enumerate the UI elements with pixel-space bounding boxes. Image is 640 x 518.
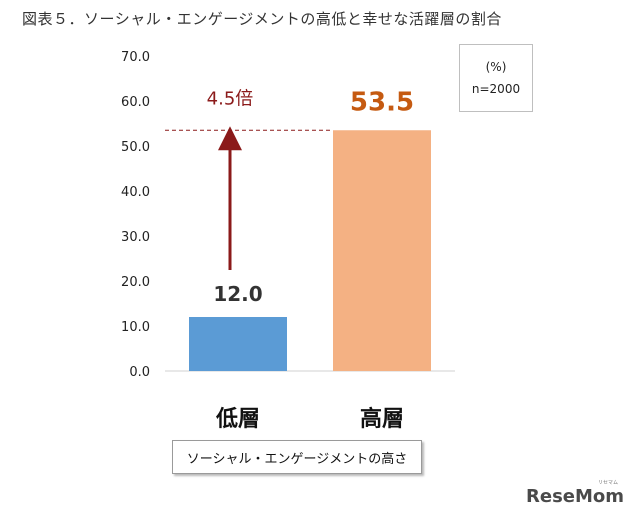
y-tick-label: 30.0 xyxy=(121,230,150,245)
logo-small-text: リセマム xyxy=(598,480,619,486)
bar-high xyxy=(333,130,431,371)
y-tick-label: 70.0 xyxy=(121,50,150,65)
y-tick-label: 20.0 xyxy=(121,275,150,290)
legend-box: (%) n=2000 xyxy=(459,44,533,112)
ratio-annotation: 4.5倍 xyxy=(207,88,254,109)
y-tick-label: 50.0 xyxy=(121,140,150,155)
x-category-label: 低層 xyxy=(215,407,260,432)
y-tick-label: 40.0 xyxy=(121,185,150,200)
bar-value-label: 12.0 xyxy=(213,282,262,306)
bar-value-label: 53.5 xyxy=(350,87,414,117)
y-tick-label: 60.0 xyxy=(121,95,150,110)
bar-low xyxy=(189,317,287,371)
legend-unit: (%) xyxy=(485,60,507,74)
x-category-label: 高層 xyxy=(360,406,404,432)
legend-sample-size: n=2000 xyxy=(471,82,521,96)
y-tick-label: 0.0 xyxy=(129,365,150,380)
bar-chart: 0.0 10.0 20.0 30.0 40.0 50.0 60.0 70.0 12.0 53.5… xyxy=(121,50,455,432)
x-axis-label: ソーシャル・エンゲージメントの高さ xyxy=(186,451,408,467)
chart-title: 図表５．ソーシャル・エンゲージメントの高低と幸せな活躍層の割合 xyxy=(22,10,502,28)
x-axis-label-box: ソーシャル・エンゲージメントの高さ xyxy=(172,440,422,474)
logo-text: ReseMom xyxy=(526,486,625,507)
y-tick-label: 10.0 xyxy=(121,320,150,335)
resemom-logo: ReseMom リセマム xyxy=(526,480,625,507)
